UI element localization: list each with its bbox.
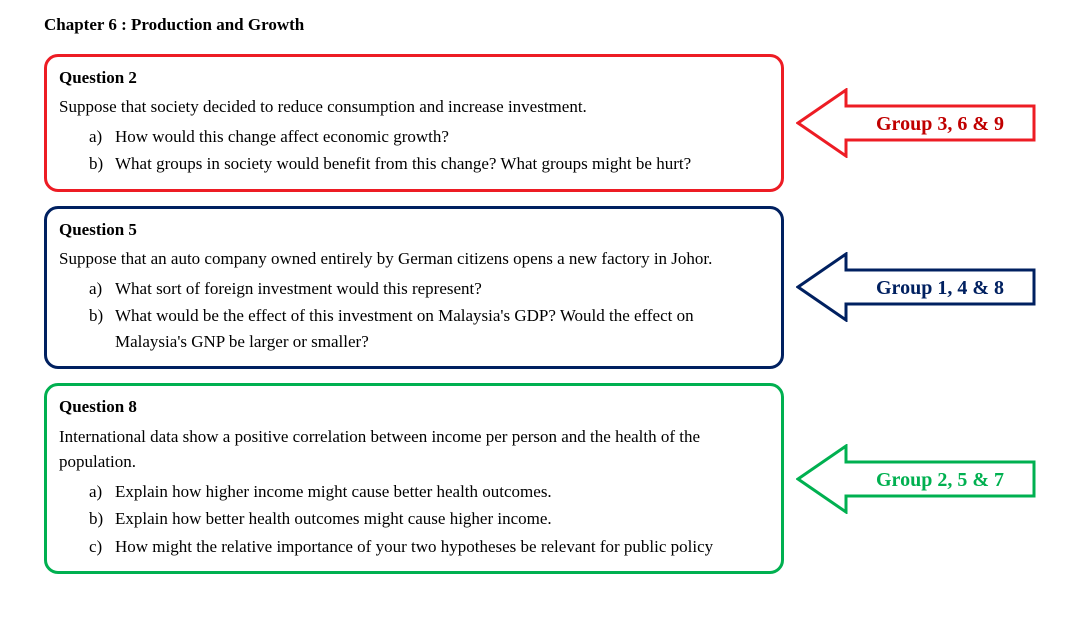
list-item: a) How would this change affect economic … — [89, 124, 769, 150]
chapter-title: Chapter 6 : Production and Growth — [44, 12, 1036, 38]
arrow-icon: Group 2, 5 & 7 — [796, 444, 1036, 514]
item-marker: a) — [89, 276, 102, 302]
question-row: Question 2 Suppose that society decided … — [44, 54, 1036, 192]
list-item: c) How might the relative importance of y… — [89, 534, 769, 560]
item-text: What groups in society would benefit fro… — [115, 154, 691, 173]
arrow-label: Group 1, 4 & 8 — [876, 277, 1004, 299]
arrow-icon: Group 1, 4 & 8 — [796, 252, 1036, 322]
list-item: b) What would be the effect of this inves… — [89, 303, 769, 354]
item-text: What sort of foreign investment would th… — [115, 279, 482, 298]
item-marker: c) — [89, 534, 102, 560]
item-marker: b) — [89, 506, 103, 532]
question-box-5: Question 5 Suppose that an auto company … — [44, 206, 784, 370]
question-items: a) Explain how higher income might cause … — [59, 479, 769, 560]
question-items: a) What sort of foreign investment would … — [59, 276, 769, 355]
item-text: Explain how higher income might cause be… — [115, 482, 552, 501]
item-marker: b) — [89, 303, 103, 329]
item-marker: b) — [89, 151, 103, 177]
item-text: Explain how better health outcomes might… — [115, 509, 552, 528]
question-title: Question 8 — [59, 394, 769, 420]
question-items: a) How would this change affect economic … — [59, 124, 769, 177]
arrow-holder: Group 1, 4 & 8 — [792, 252, 1036, 322]
item-text: How might the relative importance of you… — [115, 537, 713, 556]
question-box-8: Question 8 International data show a pos… — [44, 383, 784, 574]
question-row: Question 8 International data show a pos… — [44, 383, 1036, 574]
arrow-label: Group 3, 6 & 9 — [876, 113, 1004, 135]
item-marker: a) — [89, 479, 102, 505]
question-title: Question 5 — [59, 217, 769, 243]
item-marker: a) — [89, 124, 102, 150]
item-text: How would this change affect economic gr… — [115, 127, 449, 146]
question-intro: Suppose that an auto company owned entir… — [59, 246, 769, 272]
item-text: What would be the effect of this investm… — [115, 306, 694, 351]
arrow-icon: Group 3, 6 & 9 — [796, 88, 1036, 158]
arrow-label: Group 2, 5 & 7 — [876, 469, 1004, 491]
question-title: Question 2 — [59, 65, 769, 91]
arrow-holder: Group 2, 5 & 7 — [792, 444, 1036, 514]
arrow-holder: Group 3, 6 & 9 — [792, 88, 1036, 158]
question-row: Question 5 Suppose that an auto company … — [44, 206, 1036, 370]
question-intro: Suppose that society decided to reduce c… — [59, 94, 769, 120]
list-item: b) What groups in society would benefit f… — [89, 151, 769, 177]
list-item: b) Explain how better health outcomes mig… — [89, 506, 769, 532]
list-item: a) What sort of foreign investment would … — [89, 276, 769, 302]
question-intro: International data show a positive corre… — [59, 424, 769, 475]
question-box-2: Question 2 Suppose that society decided … — [44, 54, 784, 192]
list-item: a) Explain how higher income might cause … — [89, 479, 769, 505]
